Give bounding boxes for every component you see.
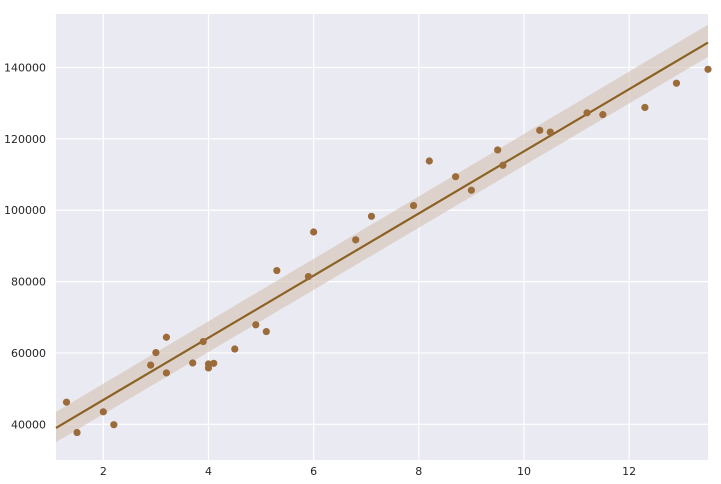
y-tick-label: 40000: [11, 418, 46, 431]
data-point: [231, 345, 239, 353]
data-point: [147, 361, 155, 369]
data-point: [189, 359, 197, 367]
data-point: [409, 202, 418, 210]
data-point: [704, 65, 712, 73]
data-point: [367, 212, 376, 220]
data-point: [583, 109, 591, 117]
data-point: [273, 266, 281, 275]
data-point: [210, 359, 218, 367]
data-point: [152, 349, 160, 357]
y-tick-label: 80000: [11, 276, 46, 289]
regression-line: [55, 41, 709, 429]
x-tick-label: 12: [622, 465, 636, 478]
data-point: [199, 337, 207, 346]
data-point: [204, 360, 213, 368]
y-axis-ticks: 40000 60000 80000 100000 120000 140000: [4, 62, 46, 432]
data-point: [110, 421, 118, 429]
data-point: [467, 186, 475, 194]
y-tick-label: 120000: [4, 133, 46, 146]
x-tick-label: 6: [310, 465, 317, 478]
data-points: [62, 65, 712, 437]
data-point: [641, 103, 649, 112]
data-point: [62, 398, 71, 406]
data-point: [452, 173, 460, 181]
data-point: [310, 228, 318, 236]
data-point: [304, 273, 312, 281]
data-point: [162, 369, 171, 377]
data-point: [352, 236, 360, 244]
y-tick-label: 100000: [4, 204, 46, 217]
data-point: [252, 321, 260, 329]
x-axis-ticks: 2 4 6 8 10 12: [100, 465, 636, 478]
data-point: [499, 161, 507, 169]
data-point: [99, 408, 107, 416]
data-point: [73, 428, 81, 437]
data-point: [494, 146, 502, 154]
data-point: [262, 327, 270, 336]
x-tick-label: 10: [517, 465, 531, 478]
x-tick-label: 2: [100, 465, 107, 478]
confidence-band: [56, 24, 708, 443]
data-point: [162, 333, 171, 341]
data-point: [546, 128, 554, 136]
data-point: [536, 126, 544, 134]
x-tick-label: 4: [205, 465, 212, 478]
x-tick-label: 8: [415, 465, 422, 478]
y-tick-label: 60000: [11, 347, 46, 360]
data-point: [425, 157, 433, 165]
data-point: [599, 111, 607, 119]
y-tick-label: 140000: [4, 62, 46, 75]
data-point: [672, 79, 681, 87]
